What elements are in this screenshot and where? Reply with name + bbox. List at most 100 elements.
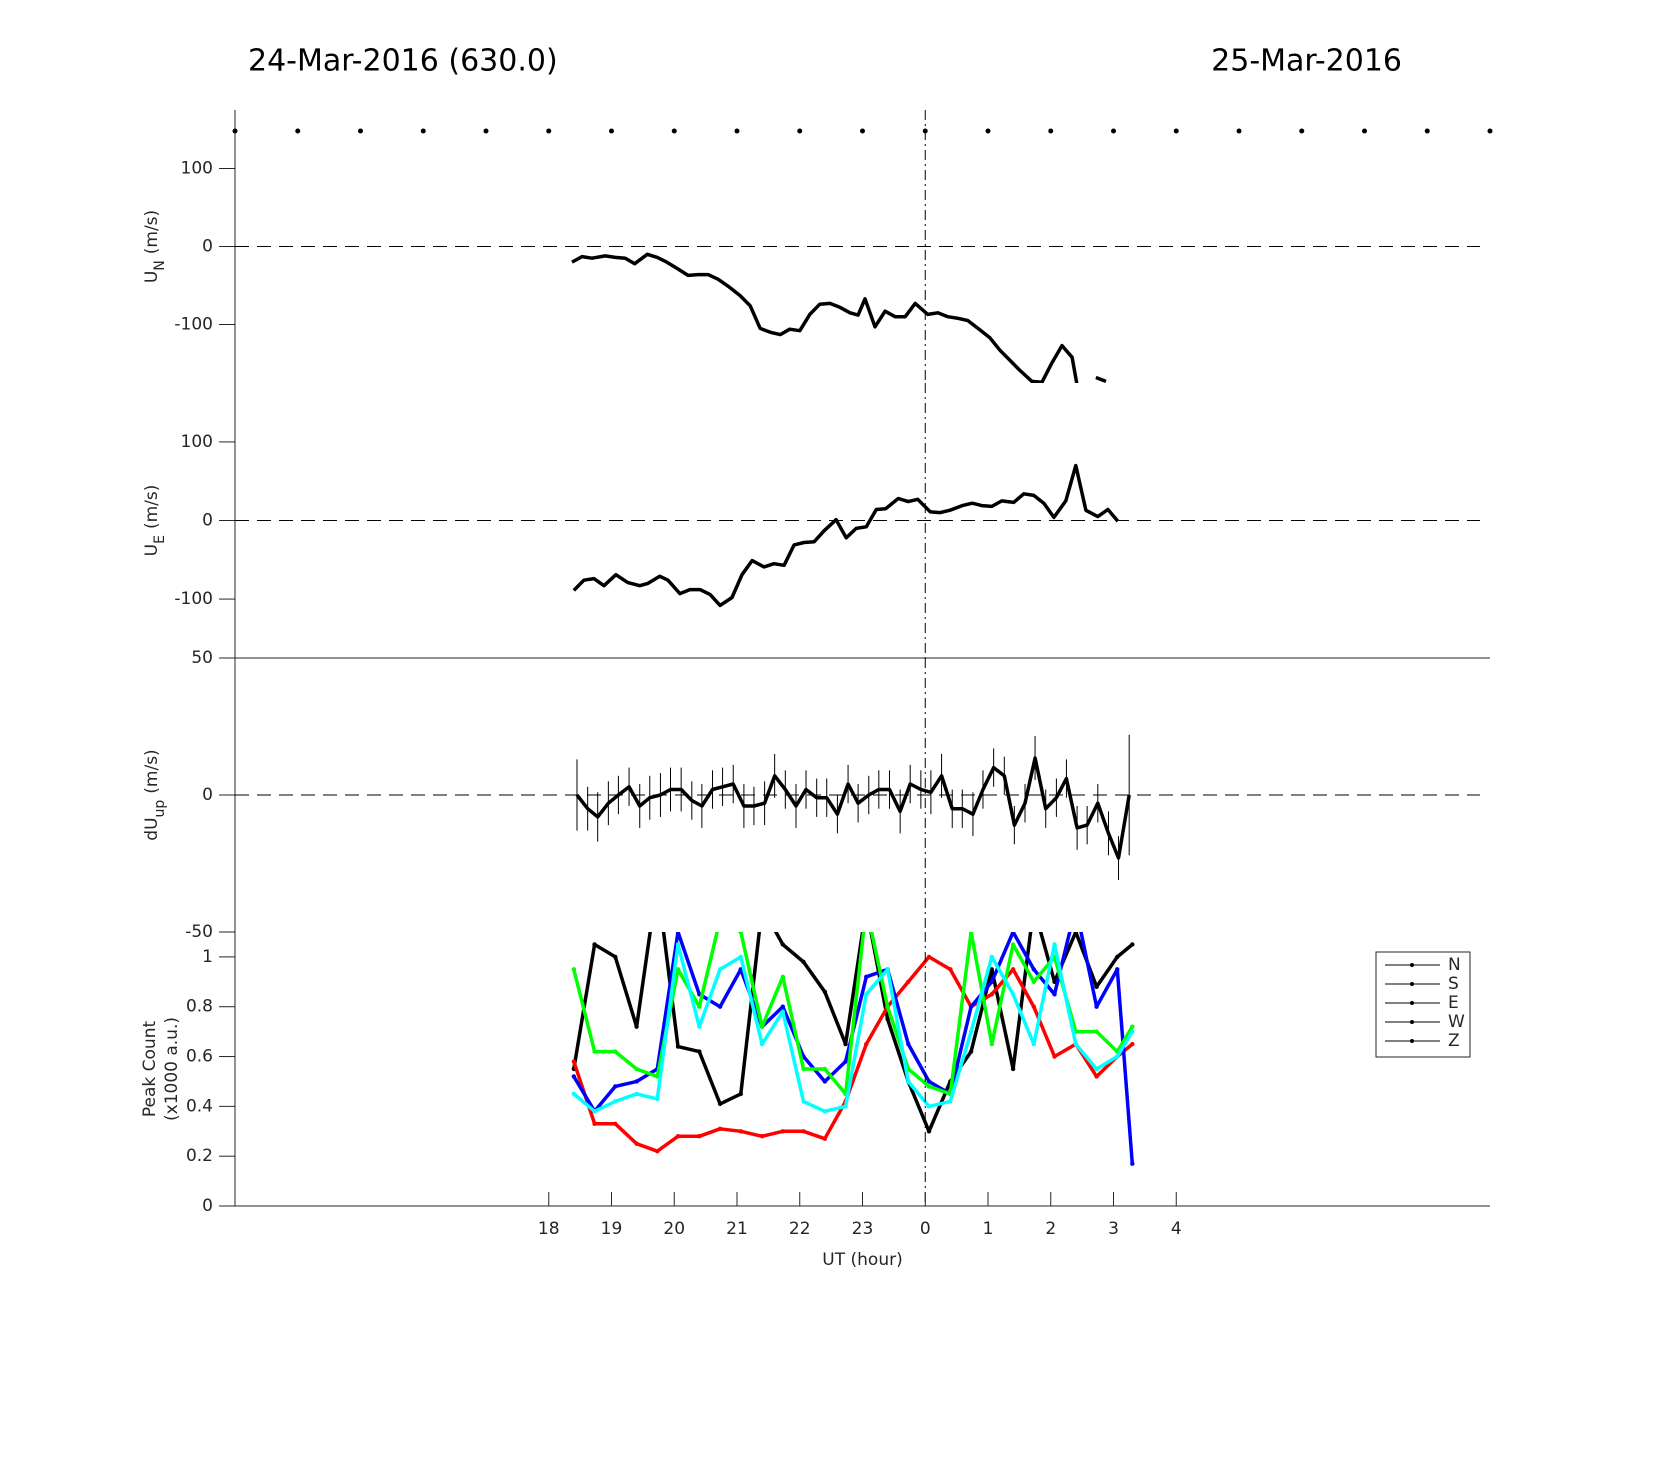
series-point	[948, 1099, 953, 1104]
x-tick-label: 22	[789, 1219, 811, 1239]
hour-dot	[1048, 128, 1054, 134]
x-tick-label: 19	[601, 1219, 623, 1239]
series-point	[1010, 967, 1016, 972]
series-point	[1052, 992, 1057, 997]
series-point	[738, 932, 743, 935]
series-line	[572, 955, 1134, 1153]
series-point	[655, 1149, 660, 1154]
legend-label: W	[1448, 1012, 1465, 1032]
x-tick-label: 3	[1108, 1219, 1119, 1239]
hour-dot	[1362, 128, 1367, 134]
y-tick-label: 0	[202, 785, 213, 805]
x-tick-label: 21	[726, 1219, 748, 1239]
y-label-unit: (m/s)	[142, 210, 162, 254]
series-point	[843, 1041, 848, 1047]
x-tick-label: 23	[852, 1219, 874, 1239]
series-point	[968, 1049, 974, 1054]
y-label-sub: up	[152, 800, 168, 818]
series-point	[759, 1024, 765, 1029]
y-label-unit: (m/s)	[142, 485, 162, 529]
y-axis-label: (x1000 a.u.)	[162, 1017, 182, 1121]
series-point	[717, 1101, 723, 1107]
hour-dot	[420, 128, 426, 134]
series-point	[822, 1066, 828, 1072]
hour-dot	[1236, 128, 1242, 134]
series-point	[968, 1029, 974, 1034]
series-point	[801, 1099, 806, 1104]
series-point	[571, 1091, 577, 1097]
x-tick-label: 0	[920, 1219, 931, 1239]
series-point	[634, 1079, 639, 1084]
series-point	[592, 1109, 597, 1114]
legend-dot	[1410, 1020, 1414, 1024]
series-point	[1130, 942, 1135, 947]
series-point	[1094, 984, 1099, 989]
y-axis-label: UN (m/s)	[142, 210, 168, 283]
series-point	[989, 979, 994, 985]
right-title: 25-Mar-2016	[1211, 44, 1402, 79]
series-point	[1115, 954, 1120, 960]
hour-dot	[1424, 128, 1430, 134]
series-point	[989, 954, 994, 960]
series-point	[864, 992, 869, 997]
series-point	[780, 1004, 786, 1009]
y-tick-label: 0	[202, 511, 213, 531]
legend-dot	[1410, 963, 1414, 967]
hour-dot	[671, 128, 677, 134]
series-point	[697, 1004, 702, 1009]
series-point	[697, 1049, 702, 1054]
legend-dot	[1410, 982, 1414, 986]
legend-label: S	[1448, 974, 1459, 994]
series-point	[1031, 1004, 1037, 1009]
hour-dot	[1173, 128, 1179, 134]
legend-label: N	[1448, 955, 1461, 975]
series-point	[926, 1084, 932, 1089]
y-axis-label: dUup (m/s)	[142, 749, 168, 840]
series-point	[592, 942, 597, 947]
series-point	[571, 1059, 577, 1064]
legend-dot	[1410, 1001, 1414, 1005]
series-point	[885, 1016, 890, 1022]
series-point	[592, 1049, 597, 1054]
hour-dot	[922, 128, 928, 134]
series-point	[1115, 967, 1120, 972]
series-point	[926, 1104, 932, 1109]
legend-label: Z	[1448, 1031, 1460, 1051]
series-point	[634, 1024, 639, 1029]
x-axis-label: UT (hour)	[822, 1250, 902, 1270]
y-tick-label: -50	[185, 922, 213, 942]
series-point	[885, 1004, 890, 1009]
series-point	[822, 1079, 828, 1084]
series-point	[697, 1024, 702, 1029]
y-tick-label: 0	[202, 1196, 213, 1216]
series-point	[843, 1059, 848, 1064]
x-tick-label: 2	[1045, 1219, 1056, 1239]
series-point	[989, 967, 994, 972]
series-point	[613, 954, 618, 960]
series-point	[1115, 1054, 1120, 1059]
series-point	[738, 1091, 743, 1097]
series-point	[801, 1129, 806, 1134]
hour-dot	[985, 128, 991, 134]
series-point	[613, 1121, 618, 1127]
series-point	[1010, 992, 1016, 997]
series-point	[864, 1041, 869, 1047]
series-point	[613, 1049, 618, 1054]
series-point	[1094, 1074, 1099, 1079]
y-label-sub: N	[152, 260, 168, 270]
series-point	[613, 1084, 618, 1089]
panel	[571, 932, 1135, 1166]
hour-dot	[609, 128, 614, 134]
series-point	[1130, 1161, 1135, 1166]
series-point	[592, 1121, 597, 1127]
series-line	[572, 932, 1135, 1164]
series-point	[1052, 942, 1057, 947]
hour-dot	[860, 128, 865, 134]
series-point	[968, 932, 974, 935]
y-label-main: dU	[142, 817, 162, 840]
y-label-unit: (m/s)	[142, 749, 162, 793]
series-point	[717, 1126, 723, 1131]
hour-dot	[358, 128, 363, 134]
